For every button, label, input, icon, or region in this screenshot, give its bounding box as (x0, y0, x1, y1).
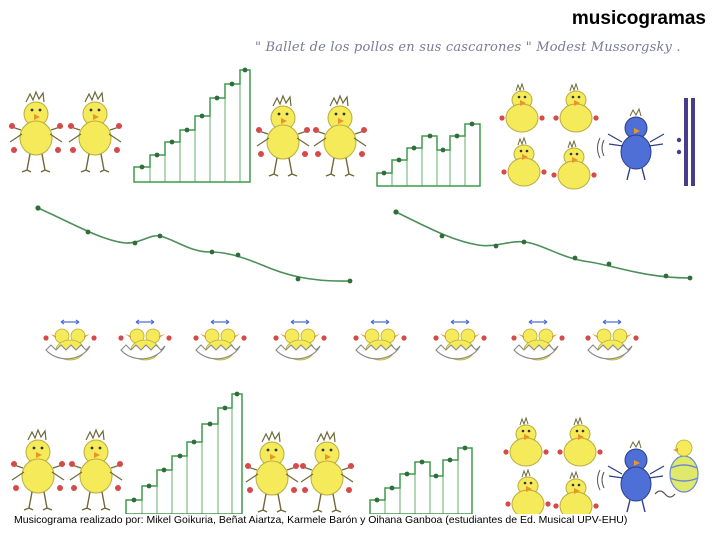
slide-title: musicogramas (571, 8, 706, 29)
chick-icon (8, 91, 64, 173)
staircase-icon (125, 391, 243, 515)
egg-chick-icon (352, 319, 408, 361)
chick-icon (312, 95, 368, 177)
chick-icon (500, 137, 548, 187)
chick-icon (502, 417, 550, 467)
staircase-icon (133, 67, 251, 183)
chick-icon (67, 91, 123, 173)
staircase-icon (369, 445, 473, 515)
egg-chick-icon (432, 319, 488, 361)
chick-icon (556, 417, 604, 467)
egg-chick-icon (272, 319, 328, 361)
egg-chick-icon (192, 319, 248, 361)
chick-icon (68, 429, 124, 511)
egg-chick-icon (117, 319, 173, 361)
chick-icon (299, 431, 355, 513)
musicogram-heading: " Ballet de los pollos en sus cascarones… (255, 40, 681, 55)
chick-icon (498, 83, 546, 133)
chick-icon (10, 429, 66, 511)
easter-egg-icon (654, 439, 699, 498)
melody-curve-icon (35, 205, 353, 284)
chick-icon (504, 469, 552, 519)
egg-chick-icon (584, 319, 640, 361)
chick-icon (552, 471, 600, 521)
blue-chick-icon (596, 440, 665, 513)
chick-icon (550, 140, 598, 190)
egg-chick-icon (42, 319, 98, 361)
chick-icon (552, 83, 600, 133)
egg-chick-icon (510, 319, 566, 361)
chick-icon (255, 95, 311, 177)
blue-chick-icon (596, 108, 665, 181)
credits-caption: Musicograma realizado por: Mikel Goikuri… (14, 514, 704, 527)
staircase-icon (376, 121, 481, 187)
chick-icon (244, 431, 300, 513)
melody-curve-icon (393, 209, 693, 281)
repeat-bar-icon (676, 98, 695, 186)
